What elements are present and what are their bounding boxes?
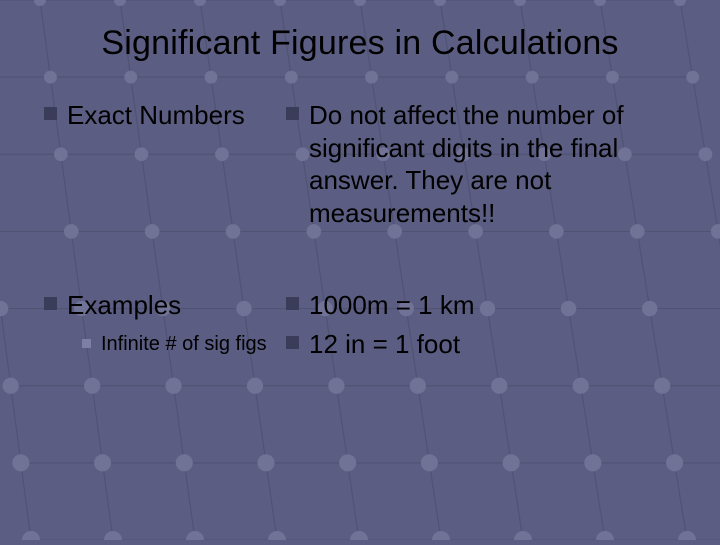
bullet-item-exact-numbers: Exact Numbers [44,99,274,132]
label-examples: Examples [67,289,181,322]
text-example-km: 1000m = 1 km [309,289,474,322]
square-bullet-icon [286,336,299,349]
left-col-row1: Exact Numbers [44,99,274,229]
text-description: Do not affect the number of significant … [309,99,676,229]
square-bullet-icon [44,297,57,310]
text-example-foot: 12 in = 1 foot [309,328,460,361]
left-col-row2: Examples Infinite # of sig figs [44,289,274,360]
square-bullet-icon [286,297,299,310]
bullet-item-examples: Examples [44,289,274,322]
content-grid: Exact Numbers Do not affect the number o… [44,99,676,360]
square-bullet-icon [82,339,91,348]
label-exact-numbers: Exact Numbers [67,99,245,132]
right-col-row2: 1000m = 1 km 12 in = 1 foot [286,289,676,360]
slide-container: Significant Figures in Calculations Exac… [0,0,720,540]
bullet-item-example-foot: 12 in = 1 foot [286,328,676,361]
right-col-row1: Do not affect the number of significant … [286,99,676,229]
slide-title: Significant Figures in Calculations [44,24,676,63]
square-bullet-icon [286,107,299,120]
square-bullet-icon [44,107,57,120]
bullet-sub-infinite: Infinite # of sig figs [82,332,274,357]
bullet-item-example-km: 1000m = 1 km [286,289,676,322]
bullet-item-description: Do not affect the number of significant … [286,99,676,229]
label-infinite-sigfigs: Infinite # of sig figs [101,332,267,357]
